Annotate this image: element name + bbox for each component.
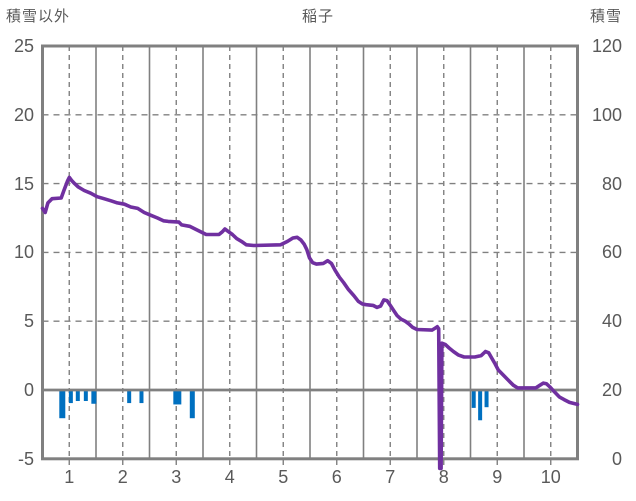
snow-bar — [68, 390, 73, 404]
snow-bar — [484, 390, 489, 408]
x-tick-label: 8 — [438, 467, 449, 487]
x-tick-label: 10 — [540, 467, 561, 487]
snow-bar — [139, 390, 144, 404]
snow-bar — [83, 390, 88, 402]
snow-bar — [75, 390, 80, 402]
y-right-tick-label: 0 — [611, 448, 622, 469]
y-right-tick-label: 60 — [601, 242, 622, 263]
x-tick-label: 6 — [331, 467, 342, 487]
y-right-tick-label: 120 — [591, 36, 622, 56]
x-tick-label: 7 — [385, 467, 396, 487]
y-left-tick-label: 5 — [23, 311, 34, 332]
y-left-tick-label: -5 — [17, 448, 34, 469]
snow-bar — [91, 390, 97, 404]
left-axis-title: 積雪以外 — [6, 8, 71, 25]
x-tick-label: 9 — [492, 467, 503, 487]
x-tick-label: 5 — [278, 467, 289, 487]
x-tick-label: 2 — [117, 467, 128, 487]
y-left-tick-label: 15 — [13, 173, 34, 194]
data-line — [40, 175, 580, 471]
snow-bar — [173, 390, 182, 405]
right-axis-title: 積雪 — [589, 8, 622, 25]
y-right-tick-label: 100 — [591, 104, 622, 125]
y-right-tick-label: 20 — [601, 380, 622, 400]
x-tick-label: 1 — [64, 467, 75, 487]
snow-bar — [471, 390, 476, 408]
y-right-tick-label: 40 — [601, 311, 622, 332]
chart-title: 稲子 — [301, 8, 334, 25]
plot-frame — [41, 44, 579, 461]
y-left-tick-label: 25 — [13, 36, 34, 56]
x-tick-label: 3 — [171, 467, 182, 487]
snow-bar — [189, 390, 195, 419]
y-left-tick-label: 0 — [23, 380, 34, 400]
y-left-tick-label: 20 — [13, 104, 34, 125]
y-left-tick-label: 10 — [13, 242, 34, 263]
snow-bar — [478, 390, 483, 421]
y-right-tick-label: 80 — [601, 173, 622, 194]
snow-bar — [59, 390, 66, 419]
x-tick-label: 4 — [224, 467, 235, 487]
snow-bar — [127, 390, 132, 404]
